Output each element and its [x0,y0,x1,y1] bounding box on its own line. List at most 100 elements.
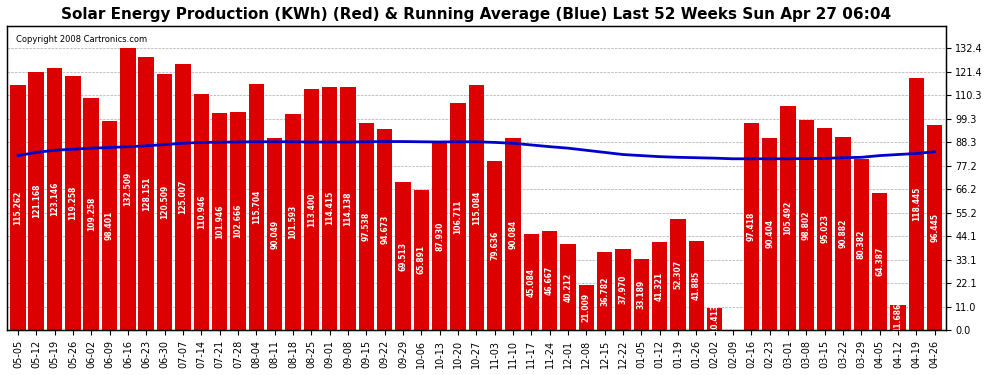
Bar [139,57,154,330]
Text: 118.445: 118.445 [912,187,921,221]
Text: 101.946: 101.946 [215,204,224,239]
Bar [231,112,246,330]
Bar [65,76,81,330]
Bar [175,64,191,330]
Bar [212,113,228,330]
Text: 90.084: 90.084 [509,219,518,249]
Bar [102,121,118,330]
Bar [634,260,649,330]
Text: 37.970: 37.970 [619,275,628,304]
Text: 69.513: 69.513 [399,242,408,270]
Bar [156,74,172,330]
Text: 125.007: 125.007 [178,180,187,214]
Bar [799,120,814,330]
Bar [450,103,465,330]
Bar [615,249,631,330]
Text: 115.262: 115.262 [14,190,23,225]
Text: 11.686: 11.686 [894,303,903,332]
Text: 64.387: 64.387 [875,247,884,276]
Bar [836,137,850,330]
Text: 97.538: 97.538 [361,211,371,241]
Bar [304,89,319,330]
Bar [578,285,594,330]
Text: 106.711: 106.711 [453,199,462,234]
Bar [707,308,723,330]
Bar [468,85,484,330]
Text: 110.946: 110.946 [197,195,206,229]
Text: 52.307: 52.307 [673,260,682,289]
Bar [267,138,282,330]
Text: 98.802: 98.802 [802,210,811,240]
Bar [689,241,704,330]
Bar [414,190,429,330]
Bar [248,84,264,330]
Text: 40.212: 40.212 [563,273,572,302]
Text: 90.049: 90.049 [270,220,279,249]
Text: 10.413: 10.413 [710,304,719,333]
Bar [358,123,374,330]
Text: 132.509: 132.509 [124,172,133,206]
Bar [322,87,338,330]
Bar [597,252,613,330]
Bar [524,234,540,330]
Title: Solar Energy Production (KWh) (Red) & Running Average (Blue) Last 52 Weeks Sun A: Solar Energy Production (KWh) (Red) & Ru… [61,7,891,22]
Text: 33.189: 33.189 [637,280,645,309]
Text: 95.023: 95.023 [820,214,830,243]
Text: 41.885: 41.885 [692,271,701,300]
Text: 119.258: 119.258 [68,186,77,220]
Bar [927,125,942,330]
Bar [780,106,796,330]
Bar [29,72,45,330]
Text: 90.404: 90.404 [765,219,774,248]
Text: 96.445: 96.445 [931,213,940,242]
Bar [83,98,99,330]
Text: 128.151: 128.151 [142,177,150,211]
Bar [872,193,887,330]
Bar [890,305,906,330]
Bar [193,94,209,330]
Bar [762,138,777,330]
Text: 114.138: 114.138 [344,191,352,226]
Text: 80.382: 80.382 [857,230,866,259]
Text: 113.400: 113.400 [307,192,316,226]
Text: 115.704: 115.704 [251,190,260,224]
Text: 41.321: 41.321 [655,272,664,301]
Bar [505,138,521,330]
Bar [432,143,447,330]
Bar [377,129,392,330]
Bar [47,68,62,330]
Text: 79.636: 79.636 [490,231,499,260]
Text: 65.891: 65.891 [417,245,426,274]
Text: 46.667: 46.667 [545,266,554,295]
Text: 105.492: 105.492 [783,201,793,235]
Bar [285,114,301,330]
Bar [542,231,557,330]
Text: 45.084: 45.084 [527,267,536,297]
Text: 109.258: 109.258 [87,196,96,231]
Text: 123.146: 123.146 [50,182,59,216]
Bar [487,160,503,330]
Bar [909,78,924,330]
Bar [395,182,411,330]
Bar [341,87,355,330]
Text: 21.009: 21.009 [582,293,591,322]
Text: 102.666: 102.666 [234,204,243,238]
Bar [743,123,759,330]
Text: 101.593: 101.593 [288,205,297,239]
Text: 115.084: 115.084 [472,190,481,225]
Text: 94.673: 94.673 [380,214,389,244]
Text: 90.882: 90.882 [839,219,847,248]
Text: Copyright 2008 Cartronics.com: Copyright 2008 Cartronics.com [16,35,148,44]
Text: 121.168: 121.168 [32,184,41,218]
Bar [853,159,869,330]
Text: 36.782: 36.782 [600,276,609,306]
Text: 97.418: 97.418 [746,212,755,241]
Bar [651,242,667,330]
Bar [670,219,686,330]
Bar [10,85,26,330]
Bar [817,128,833,330]
Bar [560,244,576,330]
Text: 98.401: 98.401 [105,211,114,240]
Text: 120.509: 120.509 [160,185,169,219]
Bar [120,48,136,330]
